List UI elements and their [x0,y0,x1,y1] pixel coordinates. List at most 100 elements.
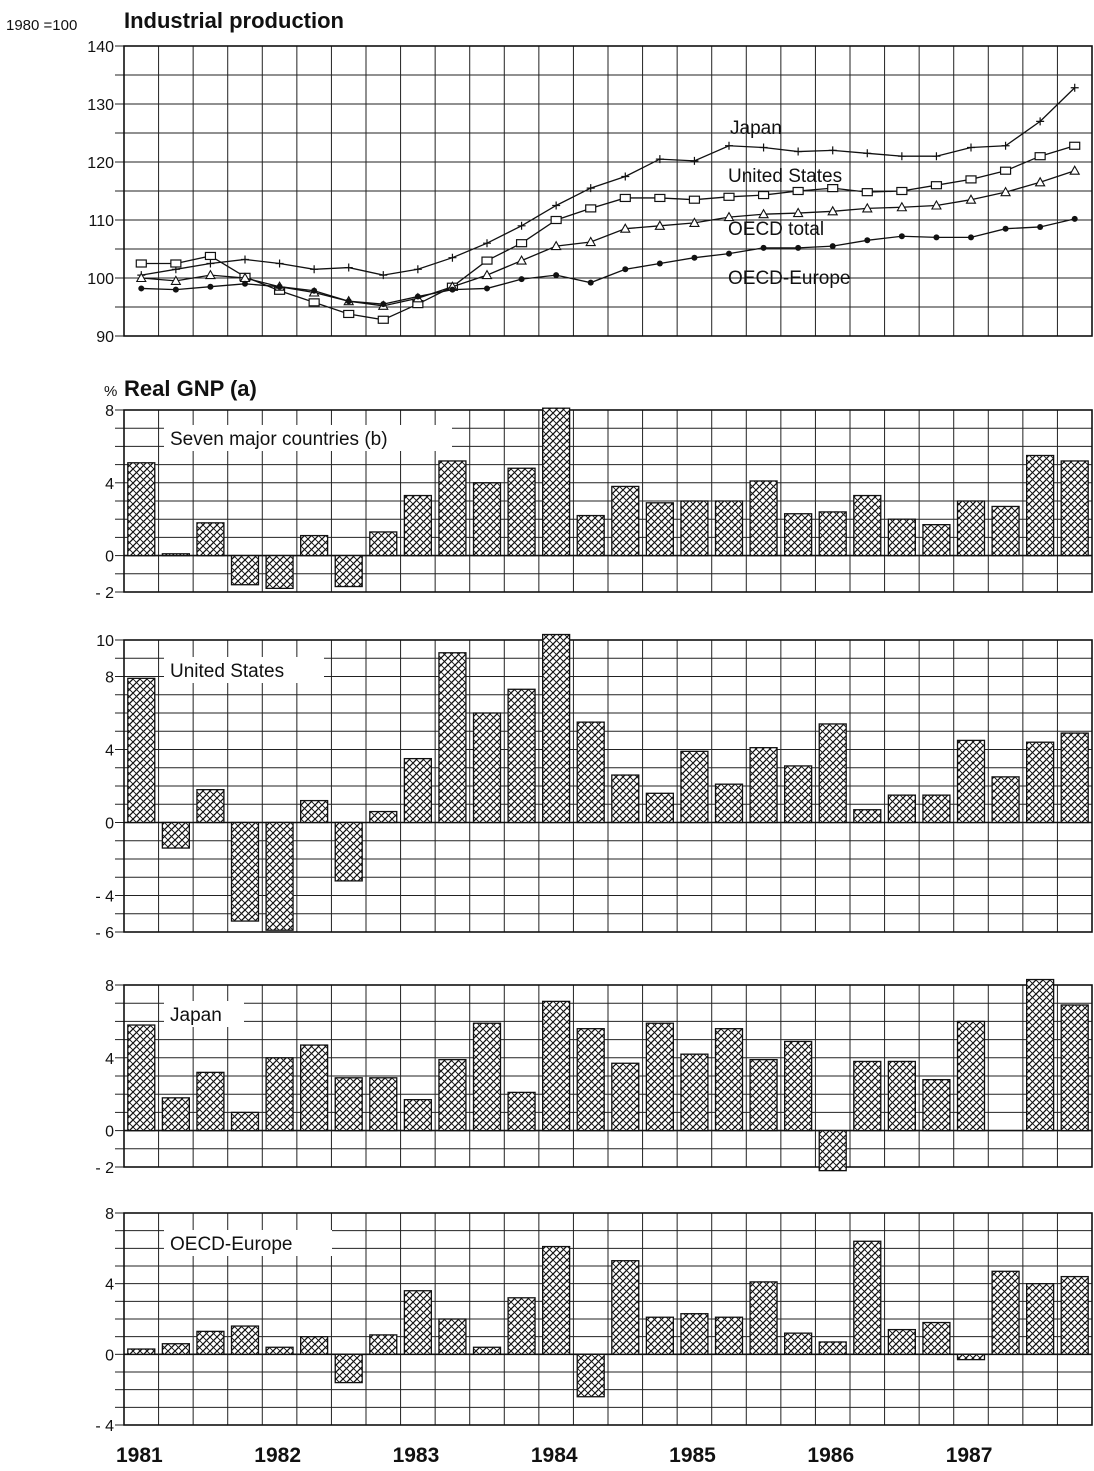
data-point [414,293,421,300]
series-line [141,145,1075,321]
bar [714,1316,744,1355]
bar [956,739,986,824]
panel-japan: - 2 0 4 8 Japan [95,978,1093,1177]
data-point [792,186,804,196]
bar [542,407,571,557]
data-point [861,188,873,197]
data-point [1034,152,1046,161]
y-tick-label: 4 [105,743,114,760]
data-point [965,194,977,204]
us-label-bg [164,657,324,683]
japan-label: Japan [170,1005,222,1026]
bar [818,1341,847,1355]
europe-bars [127,1240,1089,1398]
series-label-united-states: United States [728,166,842,187]
data-point [691,254,698,261]
y-tick-label: 0 [105,1124,114,1141]
bar [680,1313,709,1355]
y-tick-label: 4 [105,476,114,493]
data-point [622,266,629,273]
bar [472,1022,502,1132]
bar [887,794,916,824]
bar [784,765,813,824]
panel-seven-major-countries: % Real GNP (a) - 2 0 4 8 Seven major countr… [95,376,1093,602]
y-tick-label: 130 [87,97,114,114]
bar [507,467,536,557]
y-tick-label: 90 [96,329,114,346]
data-point [483,239,491,248]
x-tick-label: 1987 [946,1444,993,1467]
data-point [343,309,355,319]
data-point [204,251,217,261]
gnp-unit-label: % [104,383,117,400]
bar [472,482,502,557]
bar [818,723,847,824]
bar [300,534,329,557]
bar [576,1028,605,1132]
bar [438,460,467,557]
bar [161,821,190,849]
data-point [448,253,457,262]
bar [300,1044,329,1132]
data-point [481,269,493,280]
bar [887,1060,916,1132]
series-line [141,218,1075,305]
bar [472,712,502,824]
y-tick-label: 8 [105,403,114,420]
industrial-unit-label: 1980 =100 [6,17,77,34]
bar [161,553,190,557]
data-point [930,199,942,210]
bar [749,480,778,557]
bar [369,1334,398,1355]
bar [991,505,1020,557]
bar [680,750,709,824]
bar [818,1129,847,1172]
plot-frame [123,1212,1093,1426]
data-point [655,155,664,164]
data-point [344,263,353,272]
data-point [550,215,562,225]
data-point [897,152,906,161]
data-point [172,286,179,293]
data-point [413,265,422,274]
bar [853,494,882,557]
bar [1060,1275,1089,1355]
data-point [550,240,562,251]
y-tick-label: - 2 [95,585,114,602]
bar [438,1318,467,1355]
data-point [1001,141,1010,150]
seven-label-bg [164,425,452,451]
bar [265,1057,294,1132]
data-point [1037,223,1044,230]
data-point [965,175,977,184]
data-point [723,211,735,222]
data-point [242,280,248,287]
data-point [170,275,182,285]
bar [1060,460,1089,557]
data-point [553,272,560,279]
data-point [726,250,732,257]
bar [1060,732,1089,824]
bar [749,1281,778,1355]
data-point [930,181,943,190]
bar [127,462,156,557]
data-point [688,195,701,204]
data-point [1002,225,1009,232]
y-tick-label: 4 [105,1051,114,1068]
y-tick-label: 4 [105,1277,114,1294]
data-point [517,221,526,230]
bar [714,500,744,557]
y-tick-label: 110 [88,213,114,230]
bar [784,513,813,557]
data-point [723,192,735,201]
bar [265,1346,294,1355]
x-tick-label: 1984 [531,1444,578,1467]
bar [334,1077,363,1132]
data-point [861,202,873,213]
series-label-oecd-europe: OECD-Europe [728,268,851,289]
data-point [377,315,389,324]
data-point [380,301,387,308]
plot-frame [123,409,1093,593]
bar [749,747,778,824]
bar [438,1058,467,1132]
